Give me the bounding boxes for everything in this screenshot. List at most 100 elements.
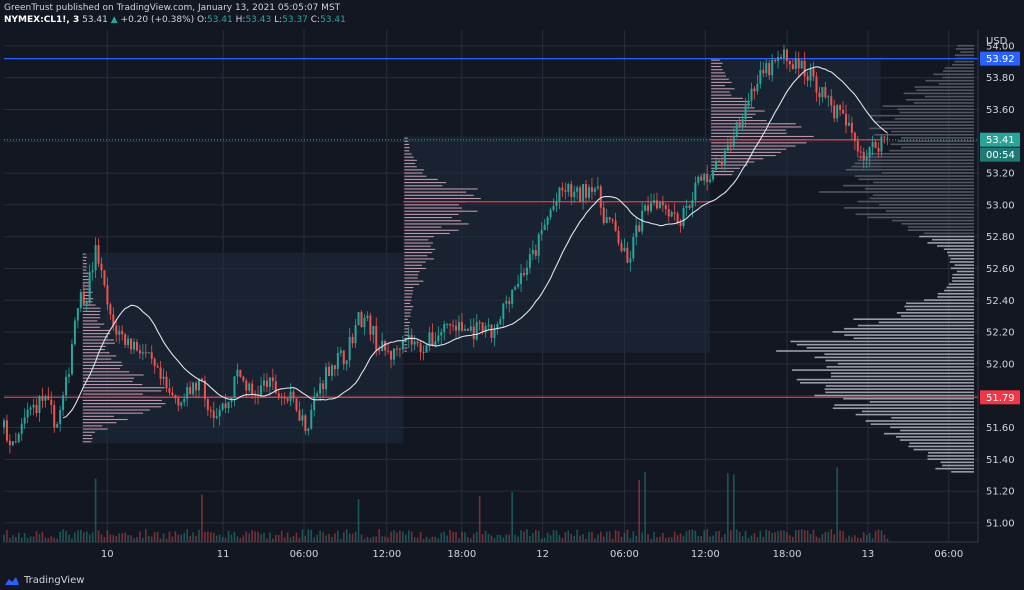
candle-body bbox=[156, 366, 159, 368]
candle-body bbox=[593, 188, 596, 192]
volume-bar bbox=[413, 537, 416, 542]
session-profile-bar bbox=[82, 441, 92, 443]
price-tick-label: 51.20 bbox=[986, 487, 1015, 498]
candle-body bbox=[437, 335, 440, 342]
candle-body bbox=[23, 417, 26, 424]
volume-bar bbox=[514, 534, 516, 542]
volume-bar bbox=[266, 538, 268, 542]
volume-profile-bar bbox=[937, 292, 974, 295]
volume-bar bbox=[464, 532, 466, 542]
candle-body bbox=[794, 58, 797, 70]
volume-bar bbox=[422, 538, 425, 542]
candle-body bbox=[853, 132, 856, 141]
candle-body bbox=[700, 176, 703, 181]
volume-bar bbox=[44, 537, 47, 542]
candle-body bbox=[203, 380, 206, 400]
session-profile-bar bbox=[404, 337, 409, 339]
session-profile-bar bbox=[404, 280, 424, 282]
candle-body bbox=[797, 58, 800, 69]
volume-profile-bar bbox=[898, 140, 974, 142]
session-profile-bar bbox=[711, 155, 776, 157]
candle-body bbox=[466, 328, 469, 331]
session-profile-bar bbox=[404, 194, 474, 196]
volume-bar bbox=[546, 532, 549, 542]
candle-body bbox=[520, 272, 523, 285]
volume-bar bbox=[845, 538, 847, 542]
volume-bar bbox=[874, 530, 877, 542]
candle-body bbox=[369, 315, 372, 335]
candle-body bbox=[688, 205, 691, 208]
candle-body bbox=[265, 380, 268, 387]
volume-profile-bar bbox=[824, 353, 974, 355]
candle-body bbox=[197, 378, 200, 391]
volume-bar bbox=[212, 532, 215, 542]
session-profile-bar bbox=[404, 213, 459, 215]
volume-bar bbox=[824, 532, 827, 542]
price-tick-label: 52.00 bbox=[986, 359, 1015, 370]
candle-body bbox=[729, 144, 732, 147]
volume-bar bbox=[68, 534, 70, 542]
candle-body bbox=[322, 383, 325, 390]
session-profile-bar bbox=[711, 107, 755, 109]
candle-body bbox=[617, 230, 620, 244]
volume-bar bbox=[20, 537, 23, 542]
session-profile-bar bbox=[711, 78, 729, 80]
session-profile-bar bbox=[82, 326, 100, 328]
price-tag-current: 53.41 bbox=[986, 135, 1015, 146]
volume-bar bbox=[38, 533, 41, 542]
session-profile-bar bbox=[82, 431, 96, 433]
volume-bar bbox=[458, 538, 460, 542]
session-profile-bar bbox=[82, 279, 90, 281]
volume-bar bbox=[402, 531, 404, 542]
candle-body bbox=[212, 410, 215, 418]
volume-bar bbox=[662, 532, 664, 542]
volume-profile-bar bbox=[919, 235, 974, 238]
candle-body bbox=[850, 122, 853, 133]
candle-body bbox=[106, 285, 109, 305]
session-profile-bar bbox=[404, 220, 461, 222]
session-profile-bar bbox=[82, 314, 100, 316]
volume-bar bbox=[670, 537, 673, 542]
candle-body bbox=[62, 395, 65, 411]
session-profile-bar bbox=[404, 140, 409, 142]
volume-bar bbox=[443, 531, 446, 542]
symbol-label[interactable]: NYMEX:CL1!, 3 bbox=[4, 15, 80, 25]
volume-bar bbox=[275, 534, 277, 542]
volume-bar bbox=[369, 538, 372, 542]
session-profile-bar bbox=[82, 304, 96, 306]
volume-bar bbox=[703, 530, 706, 542]
candle-body bbox=[596, 186, 599, 189]
candle-body bbox=[446, 323, 449, 325]
candle-body bbox=[271, 377, 274, 382]
price-tag-blue-bg bbox=[980, 51, 1020, 66]
candle-body bbox=[3, 420, 5, 428]
session-profile-bar bbox=[404, 261, 426, 263]
session-profile-bar bbox=[404, 296, 412, 298]
candle-body bbox=[626, 247, 629, 263]
volume-profile-bar bbox=[830, 372, 974, 375]
candle-body bbox=[17, 433, 20, 443]
volume-bar bbox=[724, 534, 726, 542]
session-profile-bar bbox=[404, 197, 481, 200]
candle-body bbox=[771, 60, 774, 76]
volume-profile-bar bbox=[858, 178, 974, 181]
session-profile-bar bbox=[404, 162, 416, 165]
volume-bar bbox=[136, 536, 138, 542]
volume-bar bbox=[186, 529, 188, 542]
session-profile-bar bbox=[82, 403, 166, 405]
tradingview-logo-icon bbox=[5, 576, 19, 585]
volume-profile-bar bbox=[889, 149, 974, 152]
candle-body bbox=[824, 87, 827, 98]
time-tick-label: 12:00 bbox=[372, 549, 401, 560]
candle-body bbox=[73, 320, 76, 345]
time-tick-label: 13 bbox=[862, 549, 875, 560]
volume-bar bbox=[407, 530, 410, 542]
session-profile-bar bbox=[82, 266, 87, 268]
candle-body bbox=[316, 393, 319, 397]
candle-body bbox=[127, 338, 130, 345]
volume-profile-bar bbox=[790, 340, 974, 343]
volume-bar bbox=[307, 529, 310, 542]
volume-bar bbox=[357, 499, 360, 542]
price-tick-label: 53.20 bbox=[986, 169, 1015, 180]
